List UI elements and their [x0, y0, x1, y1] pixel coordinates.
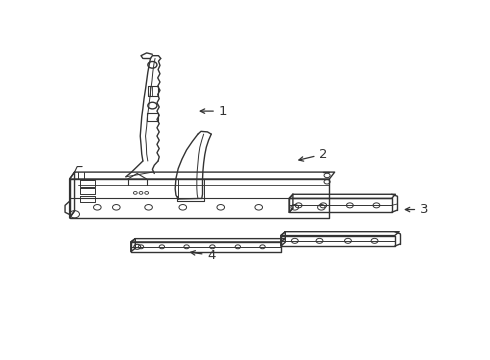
Text: 3: 3: [405, 203, 429, 216]
Text: 1: 1: [200, 105, 227, 118]
Text: 4: 4: [191, 249, 216, 262]
Text: 2: 2: [299, 148, 328, 161]
